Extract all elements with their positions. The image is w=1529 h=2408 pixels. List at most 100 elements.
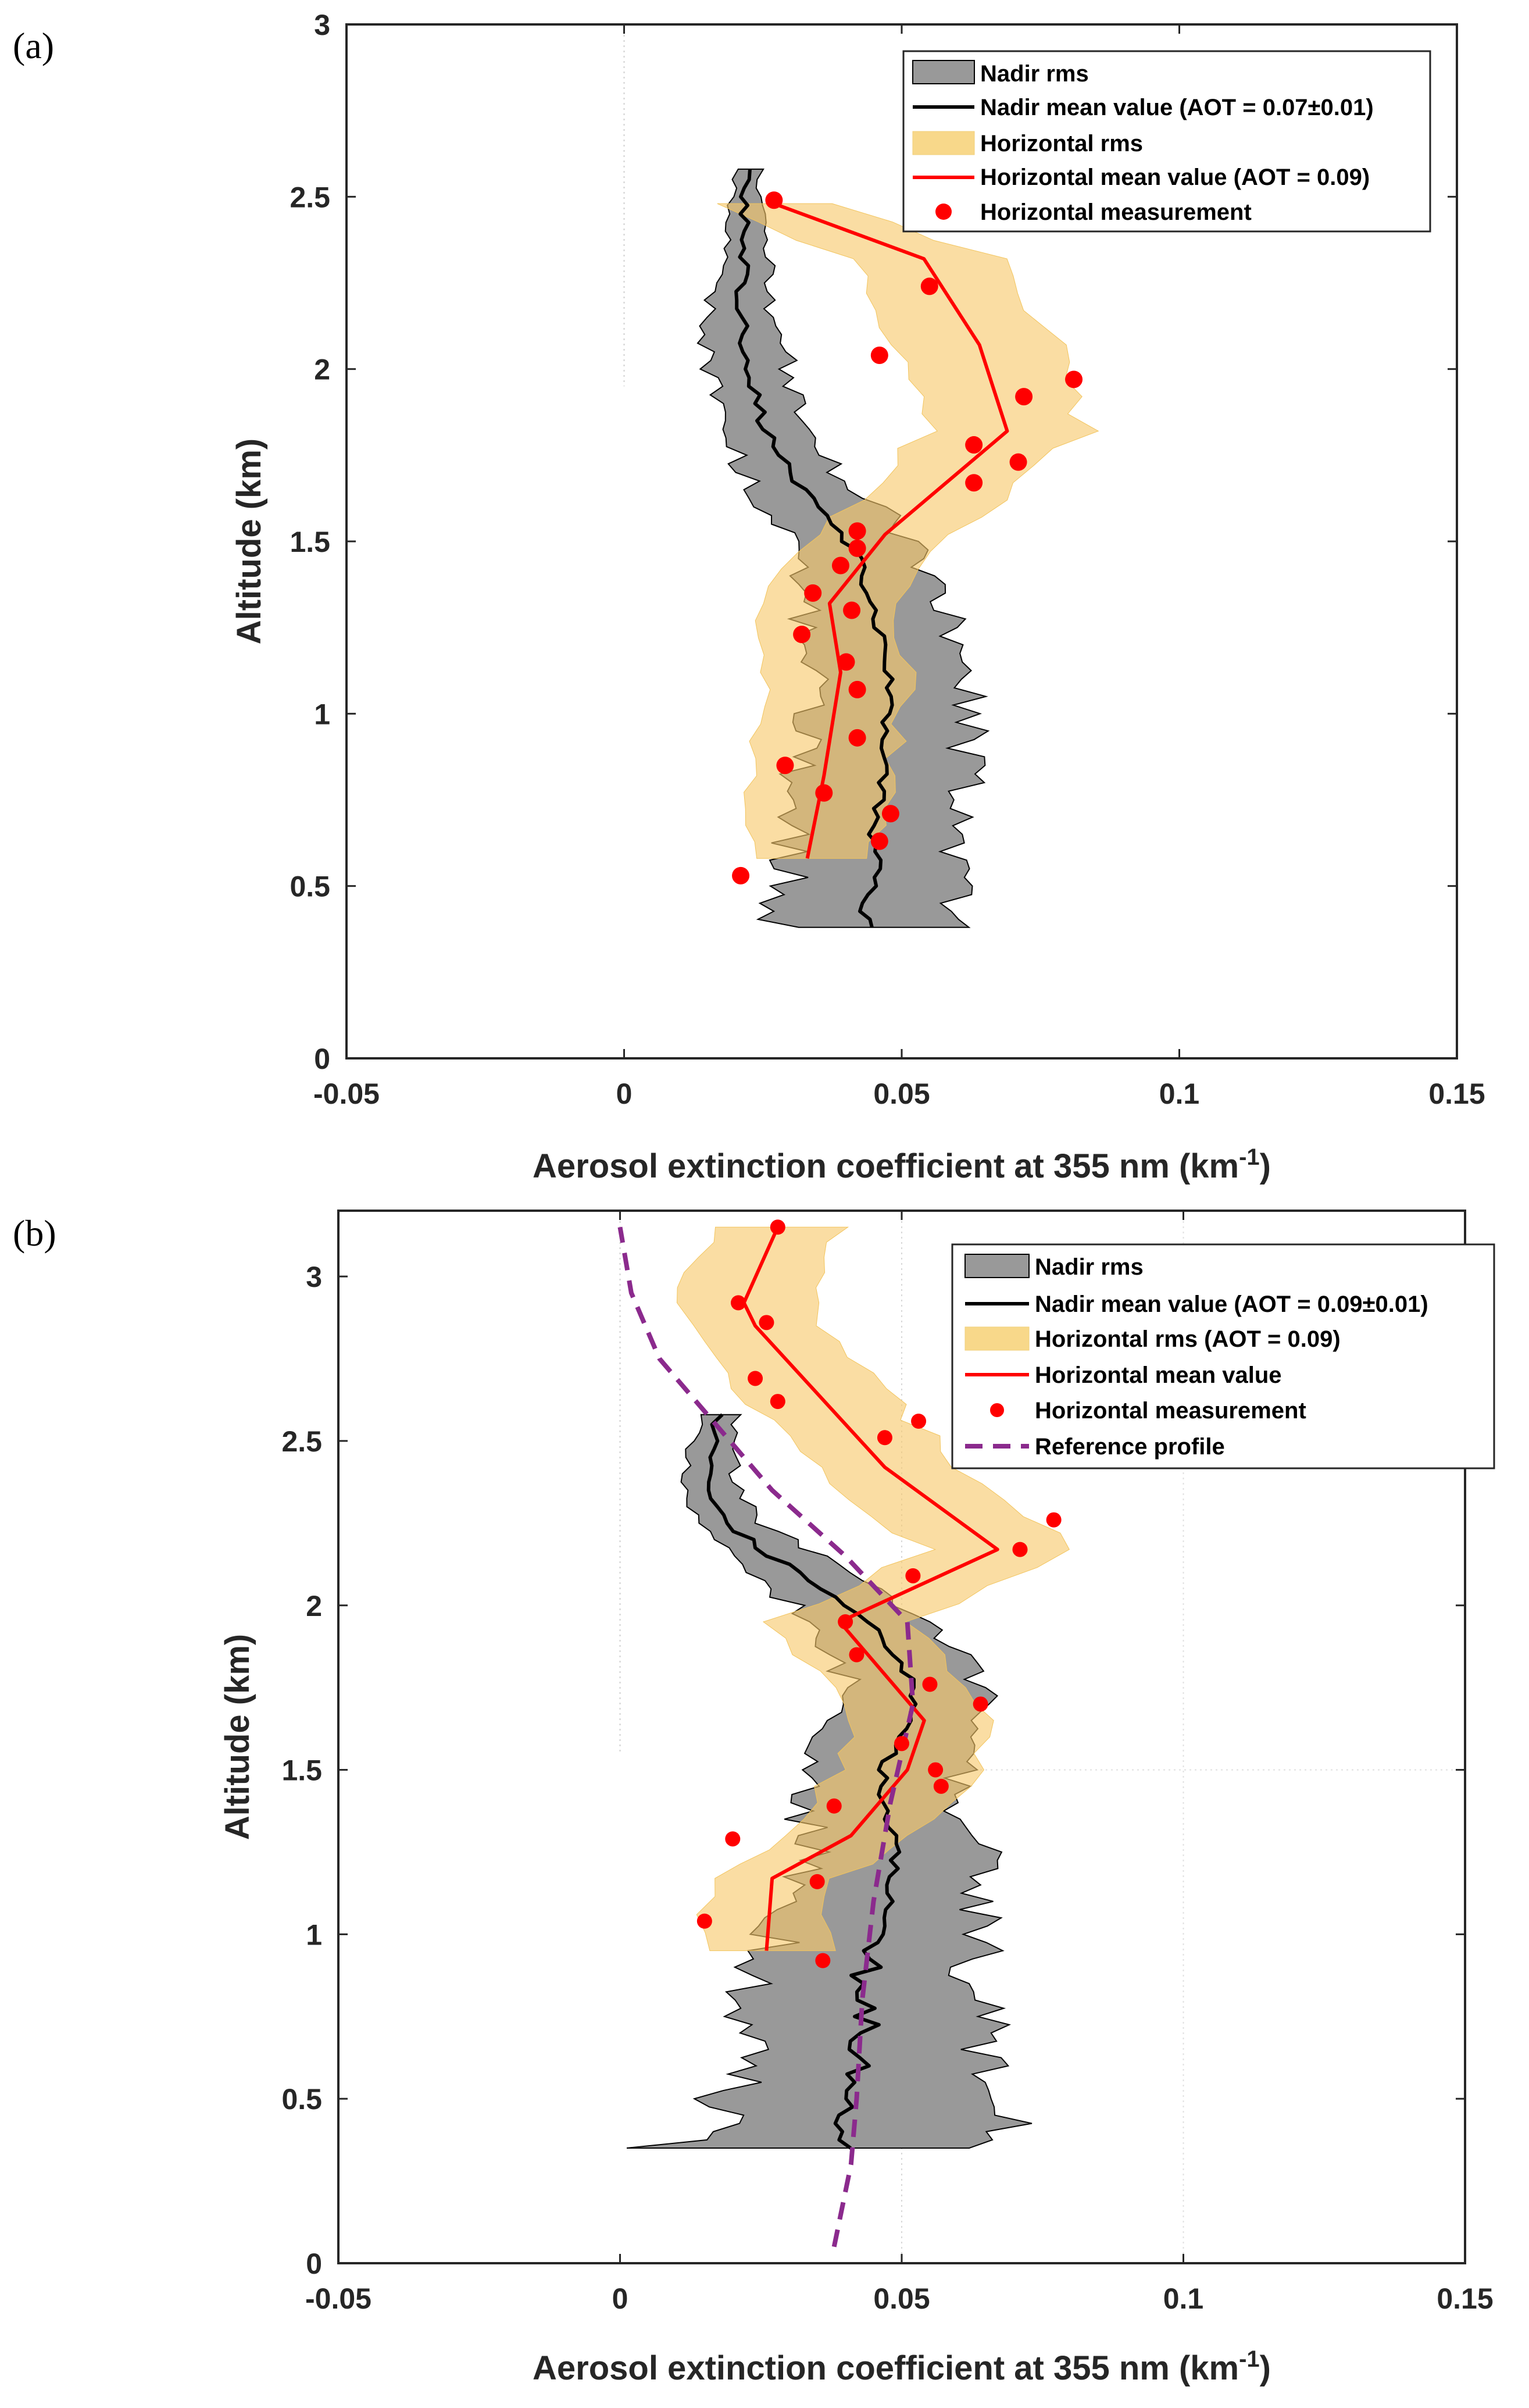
y-tick-label: 1.5 [290,526,330,558]
x-tick-label: -0.05 [305,2282,371,2315]
legend-horizontal-rms-label: Horizontal rms [980,131,1143,156]
x-tick-label: -0.05 [313,1078,380,1110]
measurement-point [837,653,855,671]
measurement-point [1046,1512,1062,1528]
x-tick-label: 0 [616,1078,633,1110]
panel-b-y-ticks: 0 0.5 1 1.5 2 2.5 3 [281,1261,1465,2280]
measurement-point [965,436,983,454]
horizontal-mean-line [773,202,1009,859]
measurement-point [770,1219,785,1235]
measurement-point [838,1614,853,1630]
panel-b-grid [619,1211,1465,2263]
measurement-point [730,1295,746,1311]
panel-b-measurements [696,1219,1062,1968]
y-tick-label: 0.5 [281,2083,322,2116]
panel-a-label: (a) [13,25,54,66]
measurement-point [843,601,861,619]
measurement-point [793,626,811,644]
measurement-point [848,539,866,557]
legend-b-measurement-label: Horizontal measurement [1035,1398,1306,1424]
x-tick-label: 0.1 [1159,1078,1200,1110]
measurement-point [732,866,750,884]
measurement-point [965,474,983,492]
measurement-point [905,1568,921,1583]
measurement-point [848,522,866,540]
measurement-point [776,757,794,775]
measurement-point [1012,1542,1028,1557]
panel-a-horizontal-rms-band [717,203,1099,859]
panel-a-y-axis-title: Altitude (km) [230,438,268,644]
measurement-point [848,729,866,747]
legend-nadir-rms-label: Nadir rms [980,61,1089,87]
legend-b-reference-label: Reference profile [1035,1434,1225,1460]
legend-b-nadir-rms-label: Nadir rms [1035,1254,1144,1280]
horizontal-rms-area [717,203,1099,859]
measurement-point [809,1874,825,1889]
measurement-point [831,556,849,575]
panel-b-reference-line [617,1226,916,2248]
legend-b-nadir-mean-label: Nadir mean value (AOT = 0.09±0.01) [1035,1292,1428,1317]
panel-b-x-ticks: -0.05 0 0.05 0.1 0.15 [305,1211,1494,2315]
x-tick-label: 0.15 [1428,1078,1485,1110]
y-tick-label: 2 [306,1590,322,1622]
legend-b-horizontal-rms-label: Horizontal rms (AOT = 0.09) [1035,1326,1341,1352]
panel-a-measurements [732,191,1083,884]
panel-b-x-axis-title: Aerosol extinction coefficient at 355 nm… [533,2346,1271,2387]
x-tick-label: 0.1 [1163,2282,1204,2315]
measurement-point [804,584,822,602]
y-tick-label: 0 [314,1043,330,1075]
x-tick-label: 0.05 [873,1078,930,1110]
measurement-point [920,277,938,295]
measurement-point [881,805,899,823]
panel-a-x-ticks: -0.05 0 0.05 0.1 0.15 [313,24,1485,1110]
x-tick-label: 0.05 [873,2282,930,2315]
legend-horizontal-rms-swatch [912,131,975,155]
measurement-point [894,1736,909,1751]
panel-b-legend: Nadir rms Nadir mean value (AOT = 0.09±0… [951,1243,1495,1469]
measurement-point [933,1778,949,1794]
panel-a-x-axis-title: Aerosol extinction coefficient at 355 nm… [533,1144,1271,1185]
measurement-point [1015,388,1033,406]
measurement-point [922,1676,938,1692]
y-tick-label: 1 [314,698,330,730]
y-tick-label: 0.5 [290,871,330,903]
panel-a-y-ticks: 0 0.5 1 1.5 2 2.5 3 [290,9,1457,1075]
horizontal-mean-line [742,1226,999,1951]
y-tick-label: 0 [306,2248,322,2280]
legend-measurement-swatch [935,204,952,220]
legend-b-measurement-swatch [990,1403,1004,1417]
legend-b-horizontal-mean-label: Horizontal mean value [1035,1362,1282,1388]
reference-profile-line [617,1226,916,2248]
measurement-point [826,1798,842,1814]
measurement-point [765,191,783,209]
measurement-point [870,832,888,850]
x-tick-label: 0 [612,2282,628,2315]
legend-nadir-rms-swatch [912,60,975,84]
legend-b-horizontal-rms-swatch [964,1326,1030,1351]
measurement-point [877,1430,892,1446]
measurement-point [870,346,888,364]
measurement-point [815,1953,831,1968]
x-tick-label: 0.15 [1437,2282,1493,2315]
y-tick-label: 2.5 [290,181,330,213]
measurement-point [759,1315,774,1330]
y-tick-label: 1 [306,1918,322,1951]
panel-b-legend-box [951,1243,1495,1469]
measurement-point [911,1414,927,1429]
legend-nadir-mean-label: Nadir mean value (AOT = 0.07±0.01) [980,95,1374,120]
measurement-point [1065,370,1083,388]
panel-a: (a) -0.05 0 0.05 0.1 0.15 00.511.522.53 Aero… [13,9,1485,1185]
measurement-point [748,1371,763,1386]
legend-horizontal-mean-label: Horizontal mean value (AOT = 0.09) [980,165,1370,190]
panel-a-legend-box [902,50,1431,233]
measurement-point [725,1831,741,1847]
measurement-point [770,1394,785,1410]
measurement-point [849,1647,864,1663]
y-tick-label: 3 [306,1261,322,1293]
measurement-point [815,784,833,802]
y-tick-label: 2 [314,354,330,386]
y-tick-label: 2.5 [281,1425,322,1458]
panel-a-legend: Nadir rms Nadir mean value (AOT = 0.07±0… [902,50,1431,233]
panel-a-horizontal-mean-line [773,202,1009,859]
